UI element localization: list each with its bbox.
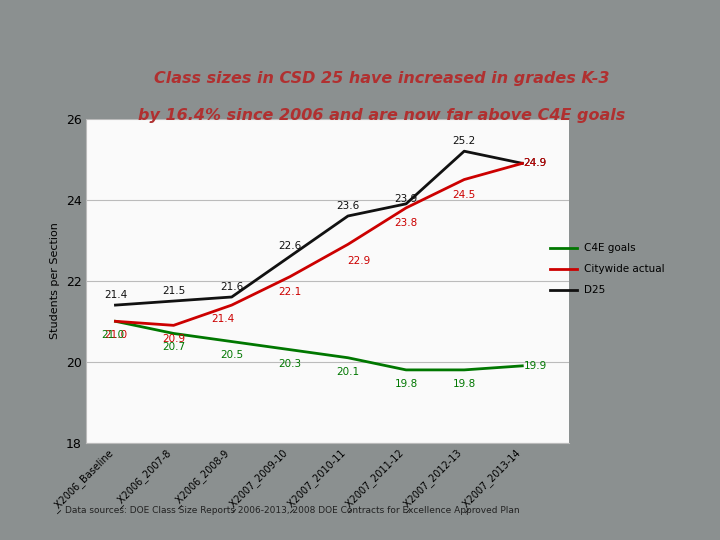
- Text: 21.4: 21.4: [212, 314, 235, 324]
- Text: 20.7: 20.7: [162, 342, 185, 353]
- Text: 22.1: 22.1: [278, 287, 302, 298]
- Text: 22.6: 22.6: [278, 241, 302, 251]
- Text: by 16.4% since 2006 and are now far above C4E goals: by 16.4% since 2006 and are now far abov…: [138, 109, 625, 124]
- Text: C4E goals: C4E goals: [584, 242, 636, 253]
- Text: 20.9: 20.9: [162, 334, 185, 345]
- Text: Class sizes in CSD 25 have increased in grades K-3: Class sizes in CSD 25 have increased in …: [154, 71, 609, 86]
- Text: 20.5: 20.5: [220, 350, 243, 361]
- Text: 19.8: 19.8: [395, 379, 418, 389]
- Text: Data sources: DOE Class Size Reports 2006-2013, 2008 DOE Contracts for Excellenc: Data sources: DOE Class Size Reports 200…: [65, 506, 519, 515]
- Text: 20.1: 20.1: [336, 367, 359, 377]
- Text: 21.6: 21.6: [220, 282, 243, 292]
- Text: 21.4: 21.4: [104, 290, 127, 300]
- Text: 21.0: 21.0: [104, 330, 127, 340]
- Text: 24.9: 24.9: [523, 158, 546, 168]
- Text: 21.0: 21.0: [101, 330, 124, 340]
- Text: 20.3: 20.3: [278, 359, 302, 369]
- Text: Citywide actual: Citywide actual: [584, 264, 665, 274]
- Text: 24.9: 24.9: [523, 158, 546, 168]
- Text: 19.8: 19.8: [453, 379, 476, 389]
- Y-axis label: Students per Section: Students per Section: [50, 222, 60, 339]
- Text: 23.8: 23.8: [395, 218, 418, 228]
- Text: 21.5: 21.5: [162, 286, 185, 296]
- Text: 19.9: 19.9: [523, 361, 546, 371]
- Text: 23.9: 23.9: [395, 194, 418, 204]
- Text: D25: D25: [584, 285, 606, 295]
- Text: 24.5: 24.5: [453, 190, 476, 200]
- Text: 22.9: 22.9: [347, 256, 370, 266]
- Text: 25.2: 25.2: [453, 136, 476, 146]
- Text: 23.6: 23.6: [336, 201, 359, 211]
